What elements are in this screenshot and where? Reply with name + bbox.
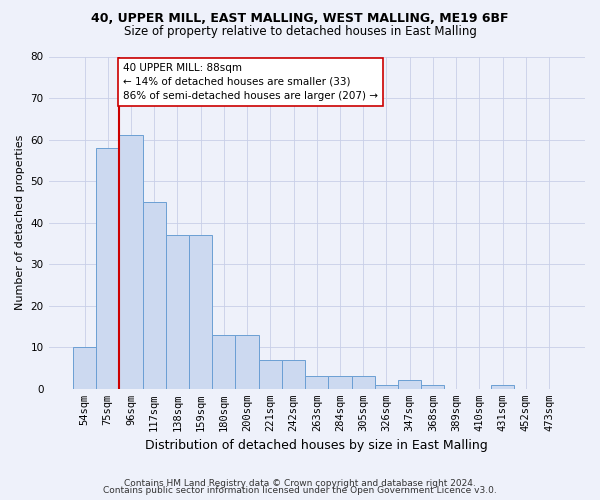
Bar bbox=[305, 376, 328, 389]
Text: 40, UPPER MILL, EAST MALLING, WEST MALLING, ME19 6BF: 40, UPPER MILL, EAST MALLING, WEST MALLI… bbox=[91, 12, 509, 26]
Bar bbox=[491, 384, 514, 389]
Text: Contains HM Land Registry data © Crown copyright and database right 2024.: Contains HM Land Registry data © Crown c… bbox=[124, 478, 476, 488]
Bar bbox=[96, 148, 119, 389]
Bar bbox=[235, 335, 259, 389]
Bar bbox=[328, 376, 352, 389]
Bar bbox=[398, 380, 421, 389]
Bar bbox=[73, 348, 96, 389]
Bar bbox=[421, 384, 445, 389]
Bar bbox=[259, 360, 282, 389]
Y-axis label: Number of detached properties: Number of detached properties bbox=[15, 135, 25, 310]
X-axis label: Distribution of detached houses by size in East Malling: Distribution of detached houses by size … bbox=[145, 440, 488, 452]
Bar bbox=[189, 235, 212, 389]
Text: Size of property relative to detached houses in East Malling: Size of property relative to detached ho… bbox=[124, 25, 476, 38]
Bar bbox=[143, 202, 166, 389]
Text: 40 UPPER MILL: 88sqm
← 14% of detached houses are smaller (33)
86% of semi-detac: 40 UPPER MILL: 88sqm ← 14% of detached h… bbox=[123, 62, 378, 100]
Bar bbox=[352, 376, 375, 389]
Bar bbox=[375, 384, 398, 389]
Bar bbox=[282, 360, 305, 389]
Bar bbox=[212, 335, 235, 389]
Bar bbox=[166, 235, 189, 389]
Text: Contains public sector information licensed under the Open Government Licence v3: Contains public sector information licen… bbox=[103, 486, 497, 495]
Bar bbox=[119, 136, 143, 389]
